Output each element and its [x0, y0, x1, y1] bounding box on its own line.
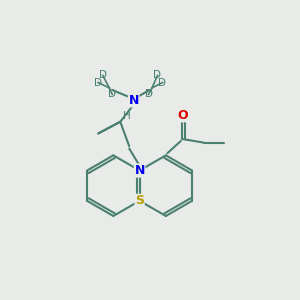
Text: N: N [134, 164, 145, 177]
Text: D: D [108, 89, 116, 99]
Text: O: O [177, 109, 188, 122]
Text: D: D [94, 77, 102, 88]
Text: S: S [135, 194, 144, 207]
Text: D: D [158, 77, 166, 88]
Text: D: D [153, 70, 161, 80]
Text: N: N [128, 94, 139, 107]
Text: D: D [99, 70, 107, 80]
Text: D: D [145, 89, 152, 99]
Text: H: H [123, 111, 131, 122]
